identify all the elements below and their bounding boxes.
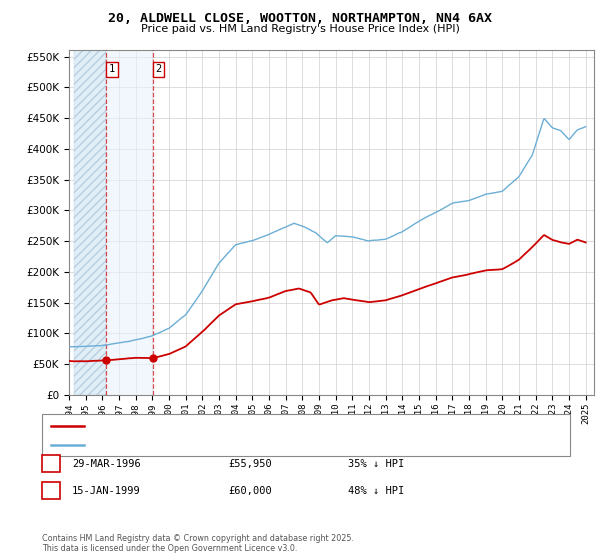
Text: 29-MAR-1996: 29-MAR-1996 — [72, 459, 141, 469]
Text: £60,000: £60,000 — [228, 486, 272, 496]
Text: £55,950: £55,950 — [228, 459, 272, 469]
Text: 1: 1 — [109, 64, 115, 74]
Text: 35% ↓ HPI: 35% ↓ HPI — [348, 459, 404, 469]
Text: 1: 1 — [48, 459, 54, 469]
Bar — [74, 50, 106, 395]
Bar — [106, 50, 153, 395]
Text: Price paid vs. HM Land Registry's House Price Index (HPI): Price paid vs. HM Land Registry's House … — [140, 24, 460, 34]
Text: 2: 2 — [155, 64, 162, 74]
Text: 20, ALDWELL CLOSE, WOOTTON, NORTHAMPTON, NN4 6AX (detached house): 20, ALDWELL CLOSE, WOOTTON, NORTHAMPTON,… — [93, 421, 472, 431]
Text: 48% ↓ HPI: 48% ↓ HPI — [348, 486, 404, 496]
Text: HPI: Average price, detached house, West Northamptonshire: HPI: Average price, detached house, West… — [93, 440, 390, 450]
Text: 2: 2 — [48, 486, 54, 496]
Text: 20, ALDWELL CLOSE, WOOTTON, NORTHAMPTON, NN4 6AX: 20, ALDWELL CLOSE, WOOTTON, NORTHAMPTON,… — [108, 12, 492, 25]
Text: 15-JAN-1999: 15-JAN-1999 — [72, 486, 141, 496]
Text: Contains HM Land Registry data © Crown copyright and database right 2025.
This d: Contains HM Land Registry data © Crown c… — [42, 534, 354, 553]
